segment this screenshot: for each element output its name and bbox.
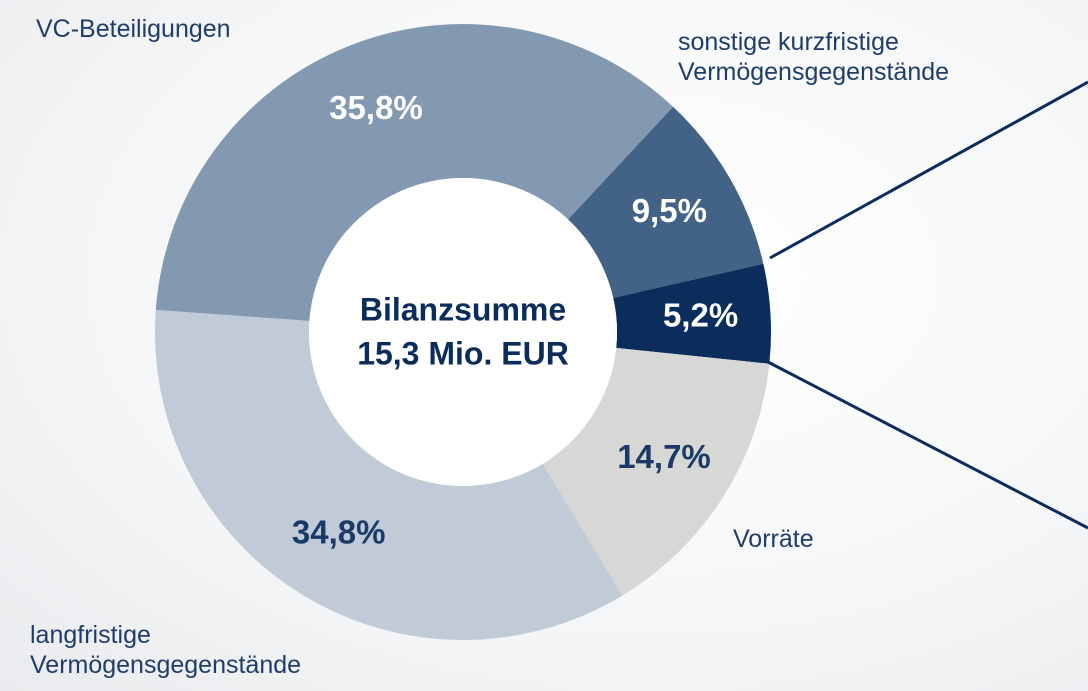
donut-segment	[568, 106, 764, 298]
donut-segment	[542, 347, 770, 596]
value-label: 35,8%	[329, 89, 423, 126]
callout-line	[769, 80, 1088, 260]
value-label: 14,7%	[617, 438, 711, 475]
donut-segment	[155, 24, 674, 321]
category-label: sonstige kurzfristige Vermögensgegenstän…	[678, 28, 950, 86]
donut-segment	[155, 309, 623, 641]
category-label: Vorräte	[733, 525, 814, 553]
center-label: 15,3 Mio. EUR	[357, 335, 569, 371]
donut: 9,5% 5,2% 14,7% 34,8% 35,8% Bilanzsumme 15,3 M…	[155, 24, 771, 641]
value-label: 9,5%	[632, 192, 707, 229]
category-label: langfristige Vermögensgegenstände	[30, 621, 302, 679]
category-label: VC-Beteiligungen	[36, 15, 231, 43]
value-label: 5,2%	[663, 296, 738, 333]
donut-segment	[613, 263, 771, 364]
donut-hole	[309, 178, 617, 486]
callout-line	[767, 360, 1088, 530]
value-label: 34,8%	[292, 514, 386, 551]
center-label: Bilanzsumme	[360, 291, 566, 327]
